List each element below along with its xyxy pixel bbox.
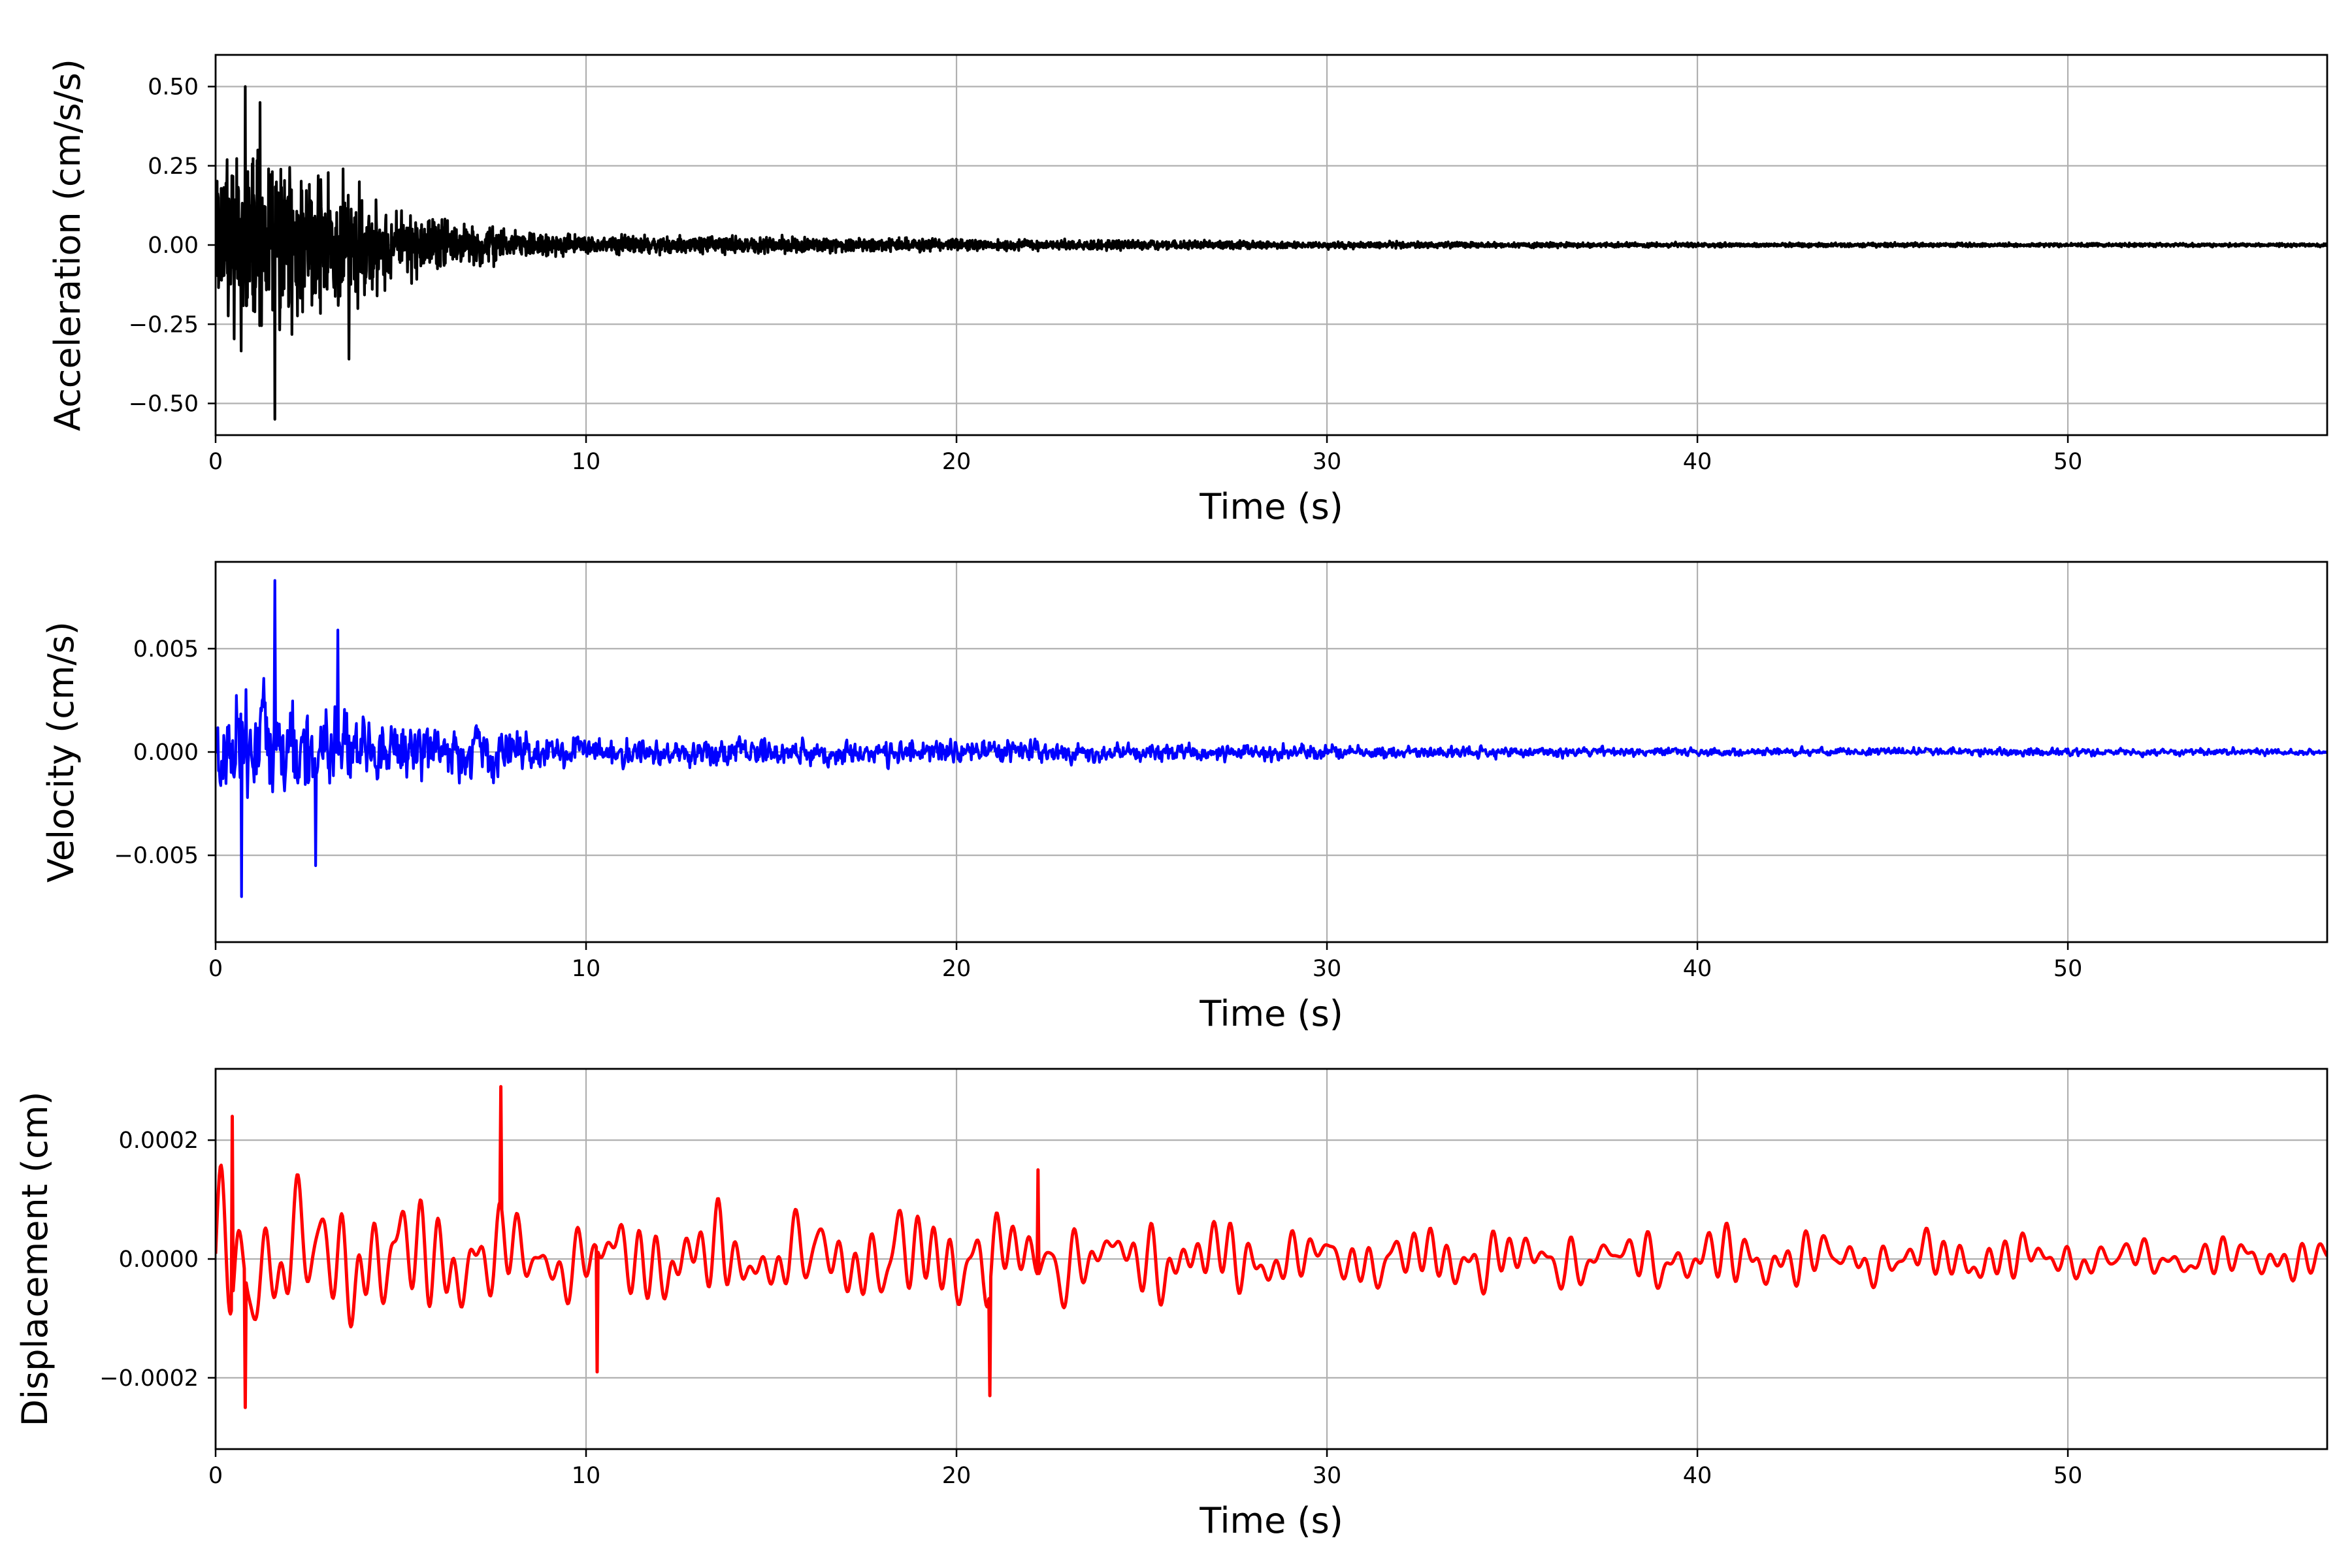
displacement-x-tick-label: 30	[1313, 1463, 1342, 1489]
displacement-y-tick-label: 0.0000	[119, 1247, 199, 1273]
velocity-x-axis-label: Time (s)	[1199, 993, 1343, 1034]
displacement-x-tick-label: 10	[572, 1463, 601, 1489]
displacement-panel: 0 10 20 30 40 50 Time (s) −0.0002 0.0000 0.0002 Di…	[14, 1068, 2328, 1541]
displacement-x-tick-label: 20	[942, 1463, 972, 1489]
panels: 0 10 20 30 40 50 Time (s) −0.50 −0.25 0.00 0.25 0.5…	[14, 54, 2328, 1541]
acceleration-x-tick-label: 10	[572, 449, 601, 475]
velocity-x-axis: 0 10 20 30 40 50 Time (s)	[208, 942, 2083, 1034]
velocity-x-tick-label: 0	[208, 956, 223, 982]
velocity-x-tick-label: 30	[1313, 956, 1342, 982]
acceleration-y-tick-label: 0.50	[148, 74, 199, 101]
displacement-grid	[214, 1069, 2327, 1449]
velocity-y-tick-label: 0.005	[133, 636, 199, 662]
displacement-x-axis: 0 10 20 30 40 50 Time (s)	[208, 1449, 2083, 1541]
displacement-x-tick-label: 50	[2053, 1463, 2083, 1489]
acceleration-y-tick-label: 0.00	[148, 233, 199, 259]
acceleration-series-line	[216, 85, 2327, 421]
velocity-y-tick-label: 0.000	[133, 740, 199, 766]
acceleration-x-axis: 0 10 20 30 40 50 Time (s)	[208, 435, 2083, 527]
acceleration-x-tick-label: 0	[208, 449, 223, 475]
acceleration-y-axis-label: Acceleration (cm/s/s)	[47, 59, 88, 431]
acceleration-x-tick-label: 40	[1683, 449, 1712, 475]
velocity-x-tick-label: 40	[1683, 956, 1712, 982]
acceleration-panel: 0 10 20 30 40 50 Time (s) −0.50 −0.25 0.00 0.25 0.5…	[47, 54, 2328, 527]
displacement-y-tick-label: 0.0002	[119, 1128, 199, 1154]
velocity-x-tick-label: 10	[572, 956, 601, 982]
acceleration-x-axis-label: Time (s)	[1199, 486, 1343, 527]
displacement-series-line	[216, 1085, 2327, 1409]
velocity-x-tick-label: 20	[942, 956, 972, 982]
displacement-y-axis: −0.0002 0.0000 0.0002 Displacement (cm)	[14, 1092, 216, 1427]
acceleration-y-tick-label: 0.25	[148, 154, 199, 180]
velocity-series-line	[216, 579, 2327, 898]
velocity-panel: 0 10 20 30 40 50 Time (s) −0.005 0.000 0.005 Veloc…	[41, 561, 2328, 1034]
displacement-x-axis-label: Time (s)	[1199, 1500, 1343, 1541]
acceleration-y-tick-label: −0.25	[129, 312, 199, 338]
velocity-y-tick-label: −0.005	[114, 843, 199, 869]
acceleration-x-tick-label: 50	[2053, 449, 2083, 475]
displacement-y-tick-label: −0.0002	[99, 1365, 199, 1392]
velocity-x-tick-label: 50	[2053, 956, 2083, 982]
acceleration-x-tick-label: 20	[942, 449, 972, 475]
displacement-x-tick-label: 0	[208, 1463, 223, 1489]
acceleration-y-axis: −0.50 −0.25 0.00 0.25 0.50 Acceleration (cm/s…	[47, 59, 216, 431]
velocity-y-axis: −0.005 0.000 0.005 Velocity (cm/s)	[41, 621, 216, 883]
displacement-y-axis-label: Displacement (cm)	[14, 1092, 56, 1427]
acceleration-x-tick-label: 30	[1313, 449, 1342, 475]
displacement-x-tick-label: 40	[1683, 1463, 1712, 1489]
acceleration-y-tick-label: −0.50	[129, 391, 199, 417]
velocity-y-axis-label: Velocity (cm/s)	[41, 621, 82, 883]
